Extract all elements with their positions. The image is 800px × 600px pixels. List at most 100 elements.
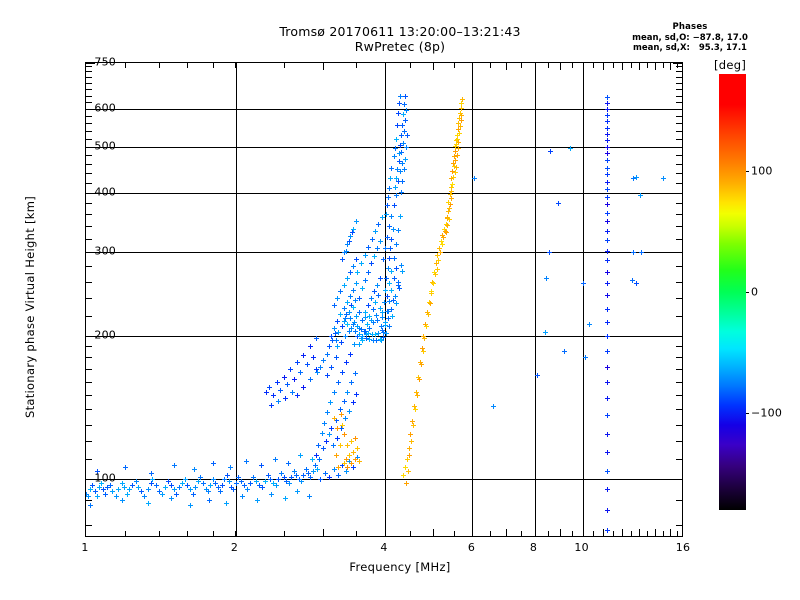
data-point [374, 337, 380, 343]
y-tick-label: 600 [94, 101, 116, 115]
axis-tick-y [673, 147, 682, 148]
data-point [310, 468, 316, 474]
data-point [335, 472, 341, 478]
data-point [282, 496, 288, 502]
axis-tick-y [676, 382, 682, 383]
data-point [433, 261, 439, 267]
data-point [423, 321, 429, 327]
data-point [354, 257, 360, 262]
data-point [362, 252, 368, 258]
data-point [341, 305, 347, 311]
colorbar-title: [deg] [714, 58, 747, 72]
data-point [278, 387, 284, 393]
data-point [369, 261, 375, 267]
axis-tick-x [560, 63, 561, 70]
data-point [363, 331, 369, 337]
data-point [604, 113, 610, 119]
axis-tick-x [433, 529, 434, 536]
axis-tick-y [673, 109, 682, 110]
axis-tick-x [472, 63, 473, 70]
data-point [349, 379, 355, 385]
data-point [604, 138, 610, 144]
data-point [257, 482, 262, 488]
data-point [334, 344, 340, 350]
data-point [298, 453, 304, 459]
data-point [385, 294, 391, 300]
data-point [367, 314, 373, 319]
data-point [342, 315, 348, 321]
data-point [319, 430, 325, 436]
axis-tick-x [506, 529, 507, 536]
axis-tick-x [535, 529, 536, 536]
data-point [454, 142, 459, 148]
data-point [308, 474, 314, 480]
data-point [374, 282, 380, 288]
data-point [491, 404, 496, 410]
data-point [262, 478, 268, 484]
data-point [381, 299, 387, 305]
axis-tick-x [548, 63, 549, 68]
data-point [351, 304, 357, 310]
data-point [96, 485, 102, 491]
data-point [327, 474, 333, 480]
data-point [605, 238, 611, 243]
data-point [223, 500, 229, 506]
colorbar-tick [746, 171, 749, 172]
data-point [145, 487, 151, 493]
axis-tick-y [86, 266, 92, 267]
data-point [351, 264, 357, 270]
data-point [349, 303, 355, 308]
data-point [605, 333, 611, 339]
data-point [405, 468, 411, 474]
data-point [366, 303, 372, 308]
data-point [104, 485, 110, 491]
data-point [332, 416, 338, 422]
data-point [371, 289, 377, 295]
colorbar [719, 74, 746, 510]
data-point [605, 131, 611, 137]
y-tick-label: 400 [94, 185, 116, 199]
axis-tick-y [86, 96, 92, 97]
data-point [353, 297, 358, 303]
data-point [350, 400, 356, 405]
data-point [389, 268, 395, 274]
axis-tick-x [593, 63, 594, 68]
data-point [338, 411, 344, 417]
data-point [388, 175, 394, 181]
axis-tick-y [86, 316, 92, 317]
axis-tick-y [676, 369, 682, 370]
data-point [604, 211, 610, 217]
data-point [408, 432, 414, 438]
data-point [446, 205, 452, 211]
axis-tick-y [86, 459, 92, 460]
data-point [168, 496, 174, 502]
data-point [397, 213, 403, 219]
data-point [220, 482, 226, 488]
axis-tick-y [86, 123, 92, 124]
data-point [344, 299, 350, 305]
x-tick-label: 4 [380, 541, 388, 554]
data-point [406, 446, 412, 451]
data-point [451, 153, 457, 159]
data-point [347, 352, 353, 357]
data-point [448, 195, 454, 201]
data-point [279, 470, 284, 476]
data-point [605, 258, 611, 264]
data-point [386, 315, 392, 321]
data-point [444, 214, 450, 220]
x-tick-label: 1 [81, 541, 89, 554]
y-tick-label: 750 [94, 55, 116, 69]
colorbar-tick-label: 100 [751, 164, 773, 178]
data-point [391, 153, 397, 159]
data-point [425, 312, 431, 318]
data-point [363, 314, 369, 320]
data-point [296, 476, 302, 482]
data-point [328, 400, 333, 405]
data-point [351, 319, 357, 325]
gridline-horizontal [86, 193, 682, 194]
data-point [366, 330, 372, 336]
data-point [453, 158, 459, 164]
data-point [344, 241, 350, 247]
data-point [354, 455, 360, 461]
data-point [301, 472, 307, 478]
